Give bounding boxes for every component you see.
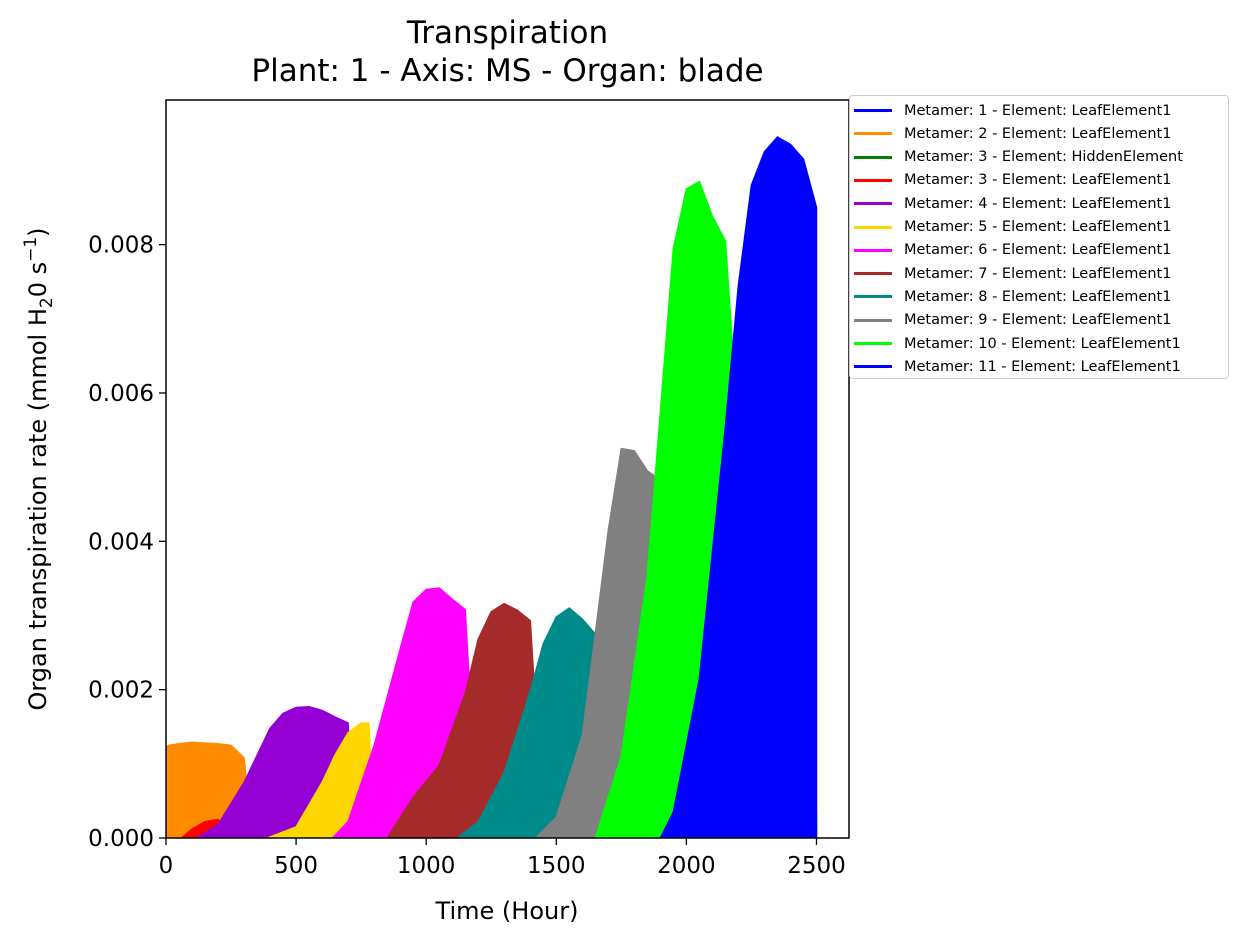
plot-frame bbox=[165, 99, 850, 839]
legend-item: Metamer: 2 - Element: LeafElement1 bbox=[854, 122, 1171, 145]
legend-swatch bbox=[854, 318, 892, 322]
legend-item: Metamer: 7 - Element: LeafElement1 bbox=[854, 262, 1171, 285]
legend-label: Metamer: 3 - Element: LeafElement1 bbox=[904, 172, 1172, 189]
x-axis-ticks: 0 500 1000 1500 2000 2500 bbox=[159, 838, 846, 879]
y-tick-label: 0.006 bbox=[88, 381, 154, 407]
legend-swatch bbox=[854, 342, 892, 345]
legend-label: Metamer: 11 - Element: LeafElement1 bbox=[904, 358, 1181, 375]
y-tick-label: 0.000 bbox=[88, 826, 154, 852]
y-tick-label: 0.008 bbox=[88, 233, 154, 259]
x-tick-label: 500 bbox=[274, 853, 318, 879]
chart-subtitle: Plant: 1 - Axis: MS - Organ: blade bbox=[251, 53, 764, 89]
legend-label: Metamer: 9 - Element: LeafElement1 bbox=[904, 312, 1172, 329]
legend-swatch bbox=[854, 202, 892, 206]
series-area-metamer-11-element-leafelement1 bbox=[659, 136, 818, 838]
legend-swatch bbox=[854, 248, 892, 252]
legend-swatch bbox=[854, 178, 892, 182]
legend-item: Metamer: 1 - Element: LeafElement1 bbox=[854, 99, 1171, 122]
legend-swatch bbox=[854, 365, 892, 369]
legend-label: Metamer: 2 - Element: LeafElement1 bbox=[904, 125, 1172, 142]
y-tick-label: 0.002 bbox=[88, 678, 154, 704]
x-tick-label: 1500 bbox=[527, 853, 586, 879]
legend-label: Metamer: 10 - Element: LeafElement1 bbox=[904, 335, 1181, 352]
legend-swatch bbox=[854, 109, 892, 112]
legend-item: Metamer: 5 - Element: LeafElement1 bbox=[854, 216, 1171, 239]
legend-item: Metamer: 6 - Element: LeafElement1 bbox=[854, 239, 1171, 262]
series-layer bbox=[166, 136, 818, 838]
legend-label: Metamer: 3 - Element: HiddenElement bbox=[904, 149, 1183, 166]
x-tick-label: 2000 bbox=[657, 853, 716, 879]
legend-item: Metamer: 10 - Element: LeafElement1 bbox=[854, 332, 1181, 355]
y-axis-label: Organ transpiration rate (mmol H20 s−1) bbox=[21, 227, 57, 710]
y-tick-label: 0.004 bbox=[88, 529, 154, 555]
legend-item: Metamer: 3 - Element: HiddenElement bbox=[854, 146, 1183, 169]
legend-label: Metamer: 1 - Element: LeafElement1 bbox=[904, 102, 1172, 119]
x-axis-label: Time (Hour) bbox=[435, 897, 579, 925]
legend-label: Metamer: 4 - Element: LeafElement1 bbox=[904, 195, 1172, 212]
legend-swatch bbox=[854, 132, 892, 136]
legend-swatch bbox=[854, 155, 892, 159]
x-tick-label: 1000 bbox=[397, 853, 456, 879]
legend-label: Metamer: 6 - Element: LeafElement1 bbox=[904, 242, 1172, 259]
x-tick-label: 0 bbox=[159, 853, 174, 879]
legend-item: Metamer: 9 - Element: LeafElement1 bbox=[854, 309, 1171, 332]
chart-title: Transpiration bbox=[406, 15, 609, 51]
y-axis-ticks: 0.000 0.002 0.004 0.006 0.008 bbox=[88, 233, 166, 852]
legend-swatch bbox=[854, 295, 892, 299]
legend-label: Metamer: 7 - Element: LeafElement1 bbox=[904, 265, 1172, 282]
legend-swatch bbox=[854, 272, 892, 276]
legend-item: Metamer: 8 - Element: LeafElement1 bbox=[854, 285, 1171, 308]
x-tick-label: 2500 bbox=[787, 853, 846, 879]
legend-item: Metamer: 11 - Element: LeafElement1 bbox=[854, 355, 1181, 378]
legend: Metamer: 1 - Element: LeafElement1 Metame… bbox=[849, 95, 1229, 379]
legend-swatch bbox=[854, 225, 892, 229]
legend-item: Metamer: 3 - Element: LeafElement1 bbox=[854, 169, 1171, 192]
legend-label: Metamer: 5 - Element: LeafElement1 bbox=[904, 219, 1172, 235]
legend-label: Metamer: 8 - Element: LeafElement1 bbox=[904, 288, 1172, 305]
legend-item: Metamer: 4 - Element: LeafElement1 bbox=[854, 192, 1171, 215]
